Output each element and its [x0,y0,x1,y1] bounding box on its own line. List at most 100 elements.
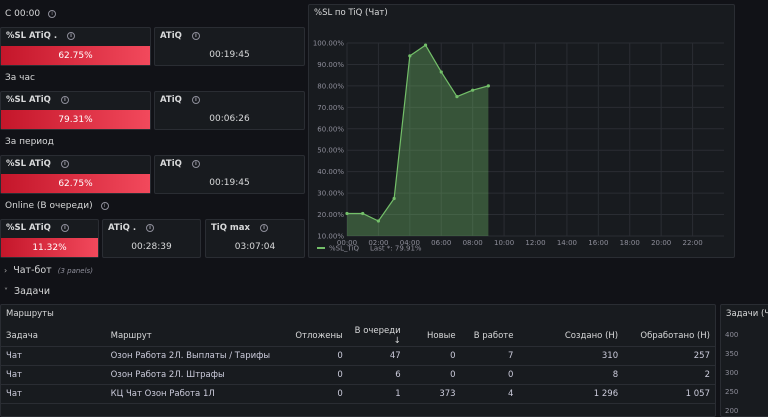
table-cell: 0 [279,384,348,404]
data-point [471,88,475,92]
data-point [345,211,349,216]
stat-panel-sl-since-midnight[interactable]: %SL ATiQ .i 62.75% [0,27,151,66]
section-chatbot[interactable]: › Чат-бот (3 panels) [4,265,93,276]
table-cell: Озон Работа 2Л. Штрафы [105,365,280,385]
table-cell: 257 [623,346,715,366]
table-row[interactable]: Чат КЦ Чат Озон Работа 1Л 0 1 373 4 1 296 1 057 [1,384,715,404]
stat-panel-sl-per-hour[interactable]: %SL ATiQ i 79.31% [0,91,151,130]
y-tick-label: 90.00% [317,61,344,69]
column-header[interactable]: Задача [1,326,106,347]
table-cell: 4 [460,384,519,404]
stat-value: 00:19:45 [209,50,250,60]
info-icon[interactable]: i [146,224,155,232]
data-point [361,211,365,216]
stat-panel-atiq-per-hour[interactable]: ATiQ i 00:06:26 [154,91,305,130]
x-tick-label: 22:00 [682,239,702,247]
data-point [486,84,490,88]
row-title-online: Online (В очереди) i [5,201,109,211]
data-point [423,43,428,47]
info-icon[interactable]: i [259,224,268,232]
table-cell: КЦ Чат Озон Работа 1Л [105,384,280,404]
info-icon[interactable]: i [191,160,200,168]
side-y-tick: 250 [725,388,739,396]
info-icon[interactable]: i [60,96,69,104]
column-header[interactable]: Создано (Н) [518,326,624,347]
stat-panel-atiq-per-period[interactable]: ATiQ i 00:19:45 [154,155,305,194]
stat-value: 79.31% [1,110,150,129]
table-cell: 0 [279,346,348,366]
stat-value: 00:06:26 [209,114,250,124]
table-cell: 2 [623,365,715,385]
table-cell: 1 296 [518,384,624,404]
table-cell: 0 [460,365,519,385]
x-tick-label: 16:00 [588,239,608,247]
info-icon[interactable]: i [48,10,57,18]
routes-table: Задача Маршрут Отложены В очереди ↓ Новые В р… [1,326,715,404]
table-cell: 310 [518,346,624,366]
routes-title: Маршруты [6,309,54,319]
legend-name: %SL_TiQ [329,245,360,253]
x-tick-label: 14:00 [557,239,577,247]
stat-panel-sl-per-period[interactable]: %SL ATiQ i 62.75% [0,155,151,194]
data-point [439,70,443,74]
y-tick-label: 70.00% [317,104,344,112]
table-row[interactable]: Чат Озон Работа 2Л. Штрафы 0 6 0 0 8 2 [1,365,715,385]
table-cell: 8 [518,365,624,385]
x-tick-label: 10:00 [494,239,514,247]
stat-panel-atiq-since-midnight[interactable]: ATiQ i 00:19:45 [154,27,305,66]
stat-panel-atiq-online[interactable]: ATiQ .i 00:28:39 [102,219,201,258]
column-header[interactable]: В очереди ↓ [347,326,406,347]
info-icon[interactable]: i [60,160,69,168]
x-tick-label: 02:00 [368,239,388,247]
x-tick-label: 20:00 [651,239,671,247]
side-y-tick: 300 [725,369,739,377]
stat-value: 03:07:04 [234,242,276,252]
chart-panel-sl-tiq[interactable]: %SL по TiQ (Чат) 10.00% 20.00% 30.00% 40.00… [308,4,735,258]
y-tick-label: 100.00% [313,40,344,48]
info-icon[interactable]: i [191,96,200,104]
table-cell: 0 [405,365,461,385]
table-cell: 1 [347,384,406,404]
x-tick-label: 04:00 [400,239,420,247]
column-header[interactable]: Отложены [279,326,348,347]
routes-table-panel[interactable]: Маршруты Задача Маршрут Отложены В очереди … [0,304,716,417]
column-header[interactable]: Маршрут [105,326,280,347]
column-header[interactable]: Новые [405,326,461,347]
stat-value: 00:28:39 [131,242,172,252]
series-area [347,45,489,237]
info-icon[interactable]: i [60,224,69,232]
table-cell: 47 [347,346,406,366]
x-tick-label: 18:00 [620,239,640,247]
stat-panel-sl-online[interactable]: %SL ATiQ i 11.32% [0,219,99,258]
row-title-per-period: За период [5,137,54,147]
info-icon[interactable]: i [191,32,200,40]
data-point [408,54,412,58]
stat-value: 62.75% [1,46,150,65]
info-icon[interactable]: i [100,202,109,210]
info-icon[interactable]: i [67,32,76,40]
x-tick-label: 00:00 [337,239,357,247]
y-tick-label: 50.00% [317,147,344,155]
y-tick-label: 20.00% [317,211,344,219]
data-point [392,196,396,201]
table-cell: Чат [1,346,106,366]
chevron-right-icon[interactable]: › [4,266,8,275]
table-cell: Озон Работа 2Л. Выплаты / Тарифы [105,346,280,366]
table-cell: 373 [405,384,461,404]
section-tasks[interactable]: ˅ Задачи [4,286,51,297]
stat-value: 00:19:45 [209,178,250,188]
chevron-down-icon[interactable]: ˅ [4,287,8,296]
column-header[interactable]: Обработано (Н) [623,326,715,347]
x-tick-label: 06:00 [431,239,451,247]
data-point [376,219,381,223]
tasks-side-panel[interactable]: Задачи (Ч 400 350 300 250 200 [720,304,768,417]
side-y-tick: 400 [725,331,739,339]
table-cell: 0 [405,346,461,366]
side-y-tick: 200 [725,407,739,415]
y-tick-label: 10.00% [317,233,344,241]
stat-panel-tiq-max[interactable]: TiQ max i 03:07:04 [205,219,305,258]
x-tick-label: 12:00 [525,239,545,247]
table-row[interactable]: Чат Озон Работа 2Л. Выплаты / Тарифы 0 47 0 7… [1,346,715,366]
column-header[interactable]: В работе [460,326,519,347]
y-tick-label: 80.00% [317,82,344,90]
